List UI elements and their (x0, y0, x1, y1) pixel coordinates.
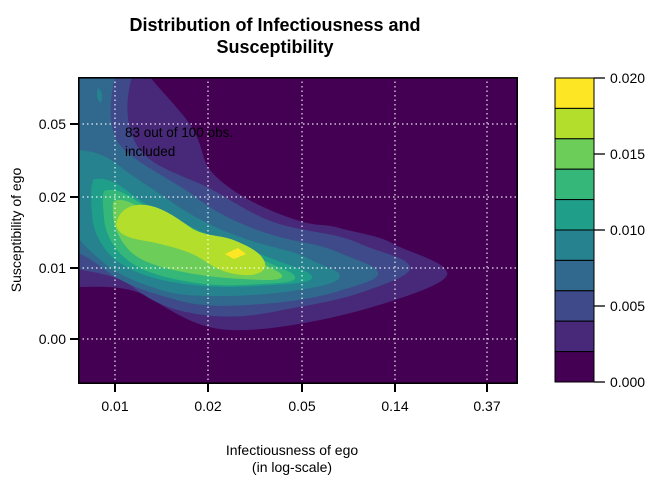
colorbar-band (554, 138, 595, 170)
colorbar-band (554, 259, 595, 292)
chart-title: Distribution of Infectiousness and Susce… (75, 14, 475, 58)
y-tick (70, 196, 78, 198)
colorbar-tick-label: 0.000 (610, 374, 646, 390)
x-tick (394, 384, 396, 392)
x-tick (207, 384, 209, 392)
x-tick-label: 0.02 (194, 398, 222, 414)
colorbar-tick-label: 0.005 (610, 298, 646, 314)
obs-annotation: 83 out of 100 obs. included (125, 124, 233, 161)
colorbar-tick-label: 0.010 (610, 222, 646, 238)
gridlines (78, 77, 518, 384)
obs-annotation-line2: included (125, 143, 176, 159)
x-tick (114, 384, 116, 392)
x-tick (486, 384, 488, 392)
contour-island (97, 88, 102, 103)
y-tick-label: 0.02 (38, 189, 66, 205)
colorbar-band (554, 77, 595, 109)
colorbar-band (554, 290, 595, 322)
y-tick-label: 0.05 (38, 116, 66, 132)
obs-annotation-line1: 83 out of 100 obs. (125, 125, 234, 140)
y-axis-title: Susceptibility of ego (8, 167, 24, 293)
colorbar-band (554, 320, 595, 353)
x-axis-title: Infectiousness of ego (in log-scale) (142, 442, 442, 476)
colorbar-band (554, 229, 595, 261)
x-tick (301, 384, 303, 392)
colorbar-tick-label: 0.015 (610, 146, 646, 162)
x-tick-label: 0.14 (381, 398, 409, 414)
x-axis-title-line1: Infectiousness of ego (225, 442, 359, 458)
x-tick-label: 0.37 (473, 398, 501, 414)
contour-band-9-peak (225, 248, 246, 259)
colorbar-band (554, 168, 595, 201)
chart-title-line2: Susceptibility (216, 37, 334, 57)
contour-plot (78, 77, 518, 384)
colorbar-band (554, 351, 595, 383)
y-tick (70, 338, 78, 340)
plot-frame (78, 77, 518, 384)
x-axis-title-line2: (in log-scale) (251, 459, 333, 475)
y-tick (70, 267, 78, 269)
x-tick-label: 0.05 (288, 398, 316, 414)
y-tick-label: 0.00 (38, 331, 66, 347)
colorbar-band (554, 199, 595, 231)
chart-title-line1: Distribution of Infectiousness and (129, 15, 421, 35)
colorbar (554, 77, 605, 383)
colorbar-tick-label: 0.020 (610, 70, 646, 86)
colorbar-bands (554, 77, 595, 383)
contour-band-8 (116, 204, 266, 276)
contour-bands (78, 77, 448, 331)
colorbar-band (554, 107, 595, 140)
colorbar-ticks (594, 77, 605, 383)
y-tick-label: 0.01 (38, 260, 66, 276)
y-tick (70, 123, 78, 125)
x-tick-label: 0.01 (101, 398, 129, 414)
